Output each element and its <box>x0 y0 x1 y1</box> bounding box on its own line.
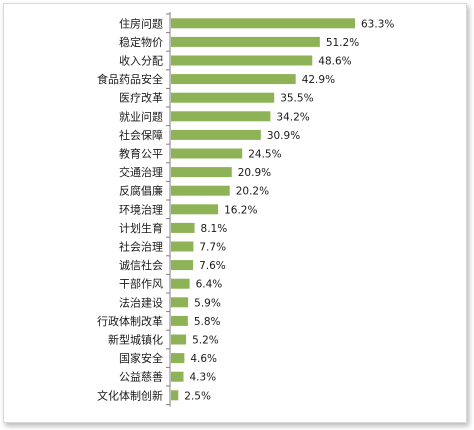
category-label: 行政体制改革 <box>97 314 163 328</box>
category-label: 计划生育 <box>119 221 163 235</box>
value-label: 5.9% <box>194 297 221 309</box>
bar <box>171 74 296 85</box>
category-label: 干部作风 <box>119 277 163 291</box>
category-label: 新型城镇化 <box>108 333 163 347</box>
category-label: 就业问题 <box>119 109 163 123</box>
bar <box>171 92 275 103</box>
bar <box>171 55 313 66</box>
value-label: 5.2% <box>192 335 219 347</box>
bar <box>171 167 232 178</box>
bar-chart: 住房问题 63.3% 稳定物价 51.2% 收入分配 48.6% 食品药品安全 42.9% 医疗… <box>97 12 394 407</box>
category-label: 医疗改革 <box>119 91 163 105</box>
bar <box>171 185 230 196</box>
category-label: 交通治理 <box>119 165 163 179</box>
category-label: 教育公平 <box>119 147 163 161</box>
category-label: 反腐倡廉 <box>119 184 163 198</box>
category-label: 国家安全 <box>119 351 163 365</box>
bar <box>171 18 355 29</box>
value-label: 4.6% <box>190 353 217 365</box>
value-label: 20.9% <box>238 167 271 179</box>
value-label: 7.7% <box>199 242 226 254</box>
bar <box>171 222 195 233</box>
value-label: 42.9% <box>302 74 335 86</box>
category-label: 诚信社会 <box>119 258 163 272</box>
category-label: 稳定物价 <box>119 35 163 49</box>
value-label: 16.2% <box>224 204 257 216</box>
bar <box>171 390 179 401</box>
bar <box>171 334 187 345</box>
category-label: 法治建设 <box>119 295 163 309</box>
category-label: 文化体制创新 <box>97 388 163 402</box>
bar <box>171 260 194 271</box>
bar <box>171 241 194 252</box>
category-label: 社会保障 <box>119 128 163 142</box>
value-label: 48.6% <box>318 56 351 68</box>
value-label: 8.1% <box>201 223 228 235</box>
bar <box>171 129 261 140</box>
bar <box>171 315 188 326</box>
category-label: 收入分配 <box>119 54 163 68</box>
value-label: 51.2% <box>326 37 359 49</box>
bar <box>171 148 243 159</box>
category-label: 住房问题 <box>119 16 163 30</box>
value-label: 5.8% <box>194 316 221 328</box>
bar <box>171 204 219 215</box>
category-label: 社会治理 <box>119 240 163 254</box>
value-label: 20.2% <box>236 186 269 198</box>
value-label: 6.4% <box>196 279 223 291</box>
value-label: 63.3% <box>361 18 394 30</box>
bar <box>171 111 271 122</box>
value-label: 34.2% <box>276 111 309 123</box>
value-label: 7.6% <box>199 260 226 272</box>
bar <box>171 297 189 308</box>
bar <box>171 353 185 364</box>
value-label: 2.5% <box>184 390 211 402</box>
bar <box>171 278 190 289</box>
value-label: 4.3% <box>189 372 216 384</box>
category-label: 环境治理 <box>119 202 163 216</box>
chart-frame: 住房问题 63.3% 稳定物价 51.2% 收入分配 48.6% 食品药品安全 42.9% 医疗… <box>3 3 467 423</box>
category-label: 公益慈善 <box>119 370 163 384</box>
value-label: 30.9% <box>267 130 300 142</box>
bar <box>171 36 320 47</box>
value-label: 35.5% <box>280 93 313 105</box>
value-label: 24.5% <box>248 149 281 161</box>
bar <box>171 371 184 382</box>
category-label: 食品药品安全 <box>97 72 163 86</box>
